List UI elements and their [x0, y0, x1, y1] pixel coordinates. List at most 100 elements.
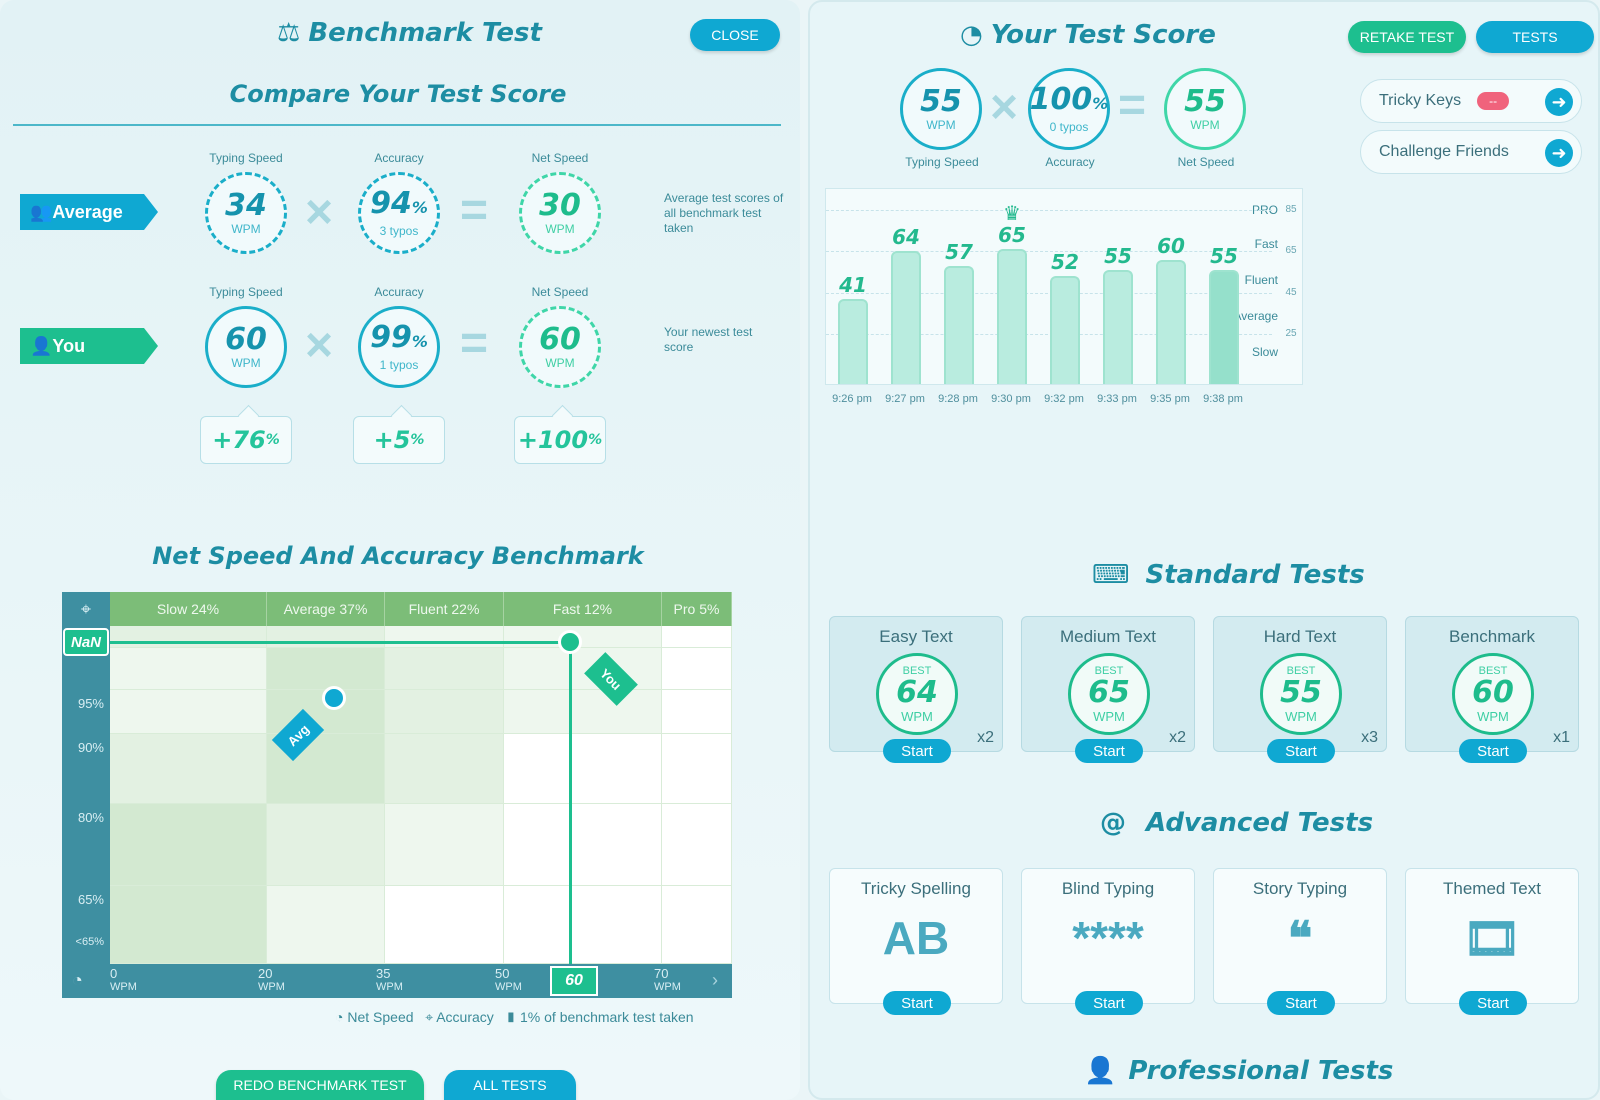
- benchmark-grid: ⌖ Slow 24% Average 37% Fluent 22% Fast 1…: [62, 592, 732, 998]
- start-button[interactable]: Start: [883, 739, 951, 763]
- y-label: 90%: [77, 740, 104, 755]
- retake-test-button[interactable]: RETAKE TEST: [1348, 21, 1466, 53]
- grid-cell: [110, 886, 267, 964]
- arrow-right-icon: ➜: [1545, 88, 1573, 116]
- grid-cell: [267, 804, 385, 886]
- standard-test-card[interactable]: Medium Text BEST 65 WPM x2 Start: [1021, 616, 1195, 763]
- at-icon: @: [1100, 808, 1126, 838]
- start-button[interactable]: Start: [1267, 739, 1335, 763]
- start-button[interactable]: Start: [1267, 991, 1335, 1015]
- grid-cell: [504, 626, 662, 648]
- advanced-test-card[interactable]: Tricky Spelling AB Start: [829, 868, 1003, 1015]
- attempt-count: x2: [977, 729, 994, 746]
- avg-point[interactable]: [322, 686, 346, 710]
- grid-cell: [662, 648, 732, 690]
- score-bar[interactable]: [1050, 276, 1080, 384]
- advanced-test-card[interactable]: Themed Text 🎞 Start: [1405, 868, 1579, 1015]
- best-score-ring: BEST 55 WPM: [1260, 653, 1342, 735]
- threshold-label: 85: [1285, 203, 1297, 215]
- grid-cell: [385, 734, 504, 804]
- grid-cell: [504, 886, 662, 964]
- start-button[interactable]: Start: [1459, 739, 1527, 763]
- grid-cell: [504, 648, 662, 690]
- score-bar[interactable]: [997, 249, 1027, 384]
- avg-typing-unit: WPM: [231, 222, 261, 236]
- card-title: Themed Text: [1443, 879, 1541, 898]
- avg-net-value: 30: [539, 188, 581, 223]
- you-accuracy-line: [110, 641, 570, 644]
- grid-cell: [110, 734, 267, 804]
- tricky-keys-button[interactable]: Tricky Keys -- ➜: [1360, 79, 1582, 123]
- person-icon: ▮: [505, 1009, 517, 1025]
- score-net-label: Net Speed: [1177, 155, 1235, 169]
- best-score-ring: BEST 60 WPM: [1452, 653, 1534, 735]
- y-label: 80%: [77, 810, 104, 825]
- start-button[interactable]: Start: [1075, 991, 1143, 1015]
- card-title: Hard Text: [1263, 627, 1337, 646]
- you-typing-value: 60: [225, 322, 267, 357]
- score-acc-label: Accuracy: [1045, 155, 1095, 169]
- card-title: Blind Typing: [1061, 879, 1155, 898]
- close-button[interactable]: CLOSE: [690, 19, 780, 51]
- you-typing-label: Typing Speed: [209, 285, 283, 299]
- speedometer-icon: ◔: [335, 1009, 344, 1025]
- you-acc-label: Accuracy: [374, 285, 424, 299]
- score-bar[interactable]: [1103, 269, 1133, 384]
- start-button[interactable]: Start: [883, 991, 951, 1015]
- score-bar[interactable]: [838, 298, 868, 384]
- score-acc-ring: 100% 0 typos: [1028, 68, 1110, 150]
- grid-line: [826, 251, 1272, 253]
- gain-net: +100%: [514, 416, 606, 464]
- score-bar[interactable]: [891, 251, 921, 384]
- advanced-test-card[interactable]: Blind Typing **** Start: [1021, 868, 1195, 1015]
- all-tests-button[interactable]: ALL TESTS: [444, 1070, 576, 1100]
- nan-badge: NaN: [63, 628, 109, 656]
- you-point[interactable]: [558, 630, 582, 654]
- score-bar[interactable]: [944, 265, 974, 384]
- avg-acc-ring: 94% 3 typos: [358, 172, 440, 254]
- tests-button[interactable]: TESTS: [1476, 21, 1594, 53]
- professional-icon: 👤: [1084, 1056, 1117, 1086]
- chevron-right-icon[interactable]: ›: [712, 970, 718, 990]
- avg-typing-label: Typing Speed: [209, 151, 283, 165]
- card-title: Easy Text: [879, 627, 953, 646]
- score-bar[interactable]: [1156, 259, 1186, 384]
- you-net-ring: 60 WPM: [519, 306, 601, 388]
- start-button[interactable]: Start: [1075, 739, 1143, 763]
- grid-cell: [662, 886, 732, 964]
- score-bar[interactable]: [1209, 269, 1239, 384]
- equals-icon: =: [1118, 79, 1147, 132]
- user-icon: 👤: [30, 335, 53, 356]
- best-score-ring: BEST 65 WPM: [1068, 653, 1150, 735]
- redo-benchmark-button[interactable]: REDO BENCHMARK TEST: [216, 1070, 424, 1100]
- standard-test-card[interactable]: Hard Text BEST 55 WPM x3 Start: [1213, 616, 1387, 763]
- divider: [13, 124, 781, 126]
- you-tag: 👤 You: [20, 328, 158, 364]
- gain-typing: +76%: [200, 416, 292, 464]
- times-icon: ×: [305, 319, 334, 372]
- grid-cell: [504, 734, 662, 804]
- score-title: ◔ Your Test Score: [960, 20, 1216, 50]
- score-typing-label: Typing Speed: [905, 155, 979, 169]
- card-title: Medium Text: [1059, 627, 1157, 646]
- benchmark-grid-title: Net Speed And Accuracy Benchmark: [152, 542, 644, 570]
- score-acc-value: 100: [1029, 82, 1093, 117]
- challenge-friends-button[interactable]: Challenge Friends ➜: [1360, 130, 1582, 174]
- advanced-test-card[interactable]: Story Typing ❝ Start: [1213, 868, 1387, 1015]
- times-icon: ×: [990, 81, 1019, 134]
- standard-test-card[interactable]: Easy Text BEST 64 WPM x2 Start: [829, 616, 1003, 763]
- score-typing-ring: 55 WPM: [900, 68, 982, 150]
- you-net-label: Net Speed: [531, 285, 589, 299]
- grid-cell: [110, 626, 267, 648]
- start-button[interactable]: Start: [1459, 991, 1527, 1015]
- standard-test-card[interactable]: Benchmark BEST 60 WPM x1 Start: [1405, 616, 1579, 763]
- you-net-value: 60: [539, 322, 581, 357]
- col-fluent: Fluent 22%: [385, 592, 504, 626]
- attempt-count: x3: [1361, 729, 1378, 746]
- level-label: Fluent: [1244, 273, 1278, 287]
- grid-cell: [662, 734, 732, 804]
- compare-title: Compare Your Test Score: [229, 80, 567, 108]
- y-label: <65%: [75, 936, 104, 948]
- legend: ◔ Net Speed ⌖ Accuracy ▮ 1% of benchmark…: [335, 1009, 694, 1025]
- asterisk-icon: ****: [1072, 912, 1144, 964]
